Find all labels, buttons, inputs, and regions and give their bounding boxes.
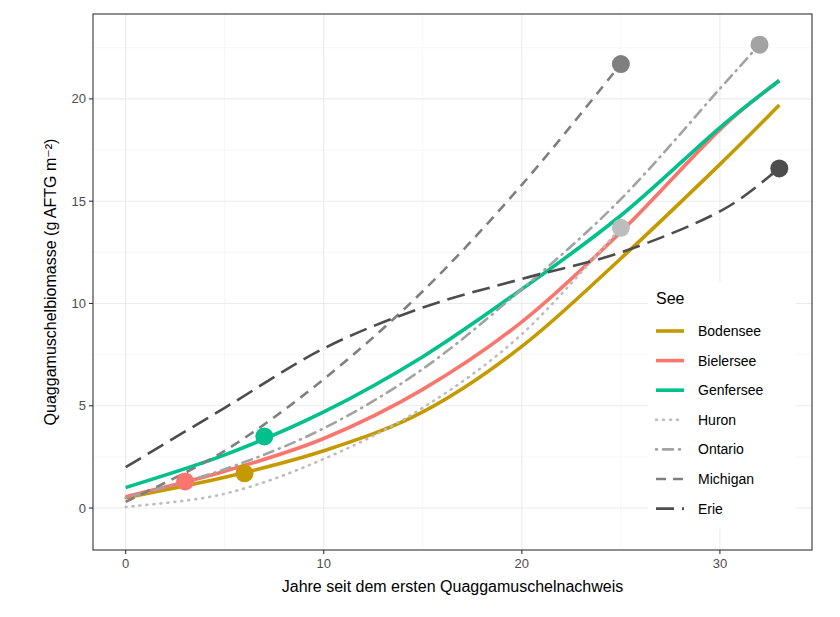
- tick-label: 15: [72, 194, 86, 209]
- grid-line: [93, 201, 812, 202]
- legend-key: [656, 359, 684, 363]
- highlight-point: [176, 472, 194, 490]
- minor-grid-line: [620, 14, 621, 550]
- tick-mark: [521, 550, 522, 554]
- tick-mark: [719, 550, 720, 554]
- legend-key: [656, 478, 684, 481]
- grid-line: [93, 98, 812, 99]
- legend-key: [656, 329, 684, 333]
- legend-key: [656, 388, 684, 392]
- tick-mark: [125, 550, 126, 554]
- chart: 0 10 20 30 0 5 10 15 20 Jahre seit dem ersten Qua…: [0, 0, 840, 617]
- axes: 0 10 20 30 0 5 10 15 20: [72, 91, 728, 571]
- minor-grid-line: [93, 252, 812, 253]
- tick-mark: [89, 303, 93, 304]
- tick-label: 10: [72, 296, 86, 311]
- tick-label: 0: [122, 556, 129, 571]
- tick-label: 0: [79, 501, 86, 516]
- tick-mark: [89, 405, 93, 406]
- legend-label: Erie: [698, 501, 723, 517]
- tick-label: 5: [79, 398, 86, 413]
- minor-grid-line: [93, 47, 812, 48]
- plot-frame: [93, 14, 812, 550]
- highlight-point: [236, 464, 254, 482]
- legend-label: Ontario: [698, 441, 744, 457]
- legend-key: [656, 507, 684, 510]
- highlight-point: [255, 427, 273, 445]
- legend-label: Michigan: [698, 471, 754, 487]
- tick-label: 10: [317, 556, 331, 571]
- tick-mark: [89, 98, 93, 99]
- legend-label: Huron: [698, 412, 736, 428]
- y-axis-title: Quaggamuschelbiomasse (g AFTG m⁻²): [42, 139, 59, 426]
- x-axis-title: Jahre seit dem ersten Quaggamuschelnachw…: [282, 578, 624, 595]
- grid-line: [521, 14, 522, 550]
- grid-line: [323, 14, 324, 550]
- tick-label: 30: [713, 556, 727, 571]
- series-line: [126, 64, 621, 502]
- legend: See Bodensee Bielersee Genfersee Huron Ontari…: [648, 282, 796, 529]
- highlight-point: [770, 159, 788, 177]
- legend-title: See: [656, 290, 685, 307]
- tick-mark: [89, 508, 93, 509]
- highlight-point: [612, 219, 630, 237]
- tick-label: 20: [72, 91, 86, 106]
- series-line: [126, 228, 621, 507]
- plot-background: [93, 14, 812, 550]
- legend-key: [656, 448, 684, 451]
- legend-label: Genfersee: [698, 382, 764, 398]
- legend-background: [648, 282, 796, 529]
- tick-label: 20: [515, 556, 529, 571]
- minor-grid-line: [422, 14, 423, 550]
- minor-grid-line: [93, 150, 812, 151]
- highlight-point: [612, 55, 630, 73]
- grid: [93, 14, 812, 550]
- tick-mark: [89, 201, 93, 202]
- tick-mark: [323, 550, 324, 554]
- legend-label: Bodensee: [698, 323, 761, 339]
- legend-key: [656, 418, 684, 421]
- highlight-point: [751, 36, 769, 54]
- legend-label: Bielersee: [698, 353, 757, 369]
- grid-line: [125, 14, 126, 550]
